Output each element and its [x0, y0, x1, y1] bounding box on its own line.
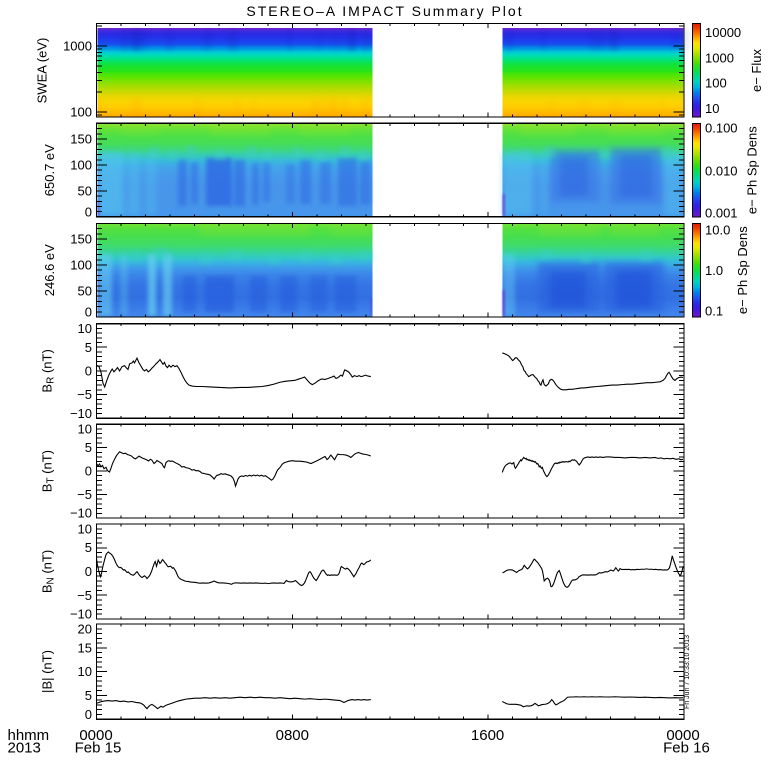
svg-text:0.001: 0.001 [705, 206, 738, 221]
svg-text:0.100: 0.100 [705, 121, 738, 136]
svg-text:10: 10 [705, 101, 719, 116]
svg-text:e− Ph Sp Dens: e− Ph Sp Dens [745, 126, 760, 214]
svg-text:e− Ph Sp Dens: e− Ph Sp Dens [735, 226, 750, 314]
svg-text:100: 100 [70, 105, 92, 120]
svg-text:−5: −5 [77, 387, 92, 402]
svg-text:−5: −5 [77, 487, 92, 502]
svg-text:0800: 0800 [276, 727, 309, 744]
svg-text:10: 10 [78, 521, 92, 536]
svg-text:1000: 1000 [63, 39, 92, 54]
svg-text:0: 0 [85, 564, 92, 579]
svg-text:100: 100 [70, 258, 92, 273]
svg-text:2013: 2013 [8, 740, 41, 757]
svg-text:0000: 0000 [79, 727, 112, 744]
svg-text:15: 15 [78, 640, 92, 655]
svg-text:20: 20 [78, 621, 92, 636]
svg-text:0000: 0000 [666, 727, 699, 744]
svg-text:0: 0 [85, 464, 92, 479]
svg-text:0: 0 [85, 205, 92, 220]
svg-text:0: 0 [85, 305, 92, 320]
svg-text:0.1: 0.1 [705, 304, 723, 319]
svg-text:10: 10 [78, 321, 92, 336]
svg-text:1.0: 1.0 [705, 263, 723, 278]
svg-text:650.7 eV: 650.7 eV [42, 144, 57, 196]
svg-text:5: 5 [85, 688, 92, 703]
svg-text:BN (nT): BN (nT) [40, 550, 57, 593]
svg-text:BT (nT): BT (nT) [40, 450, 57, 492]
svg-text:0: 0 [85, 363, 92, 378]
svg-text:50: 50 [78, 183, 92, 198]
svg-text:−10: −10 [70, 607, 92, 622]
svg-text:150: 150 [70, 232, 92, 247]
svg-text:100: 100 [705, 76, 727, 91]
svg-text:0.010: 0.010 [705, 163, 738, 178]
svg-text:Fri Jun 7 10:33:10 2013: Fri Jun 7 10:33:10 2013 [684, 635, 691, 709]
svg-text:Feb 15: Feb 15 [75, 740, 122, 757]
svg-text:−10: −10 [70, 406, 92, 421]
svg-text:10: 10 [78, 421, 92, 436]
svg-text:STEREO–A IMPACT Summary Plot: STEREO–A IMPACT Summary Plot [246, 3, 523, 19]
svg-text:1600: 1600 [471, 727, 504, 744]
svg-text:10.0: 10.0 [705, 223, 730, 238]
svg-text:1000: 1000 [705, 50, 734, 65]
svg-text:5: 5 [85, 440, 92, 455]
svg-text:hhmm: hhmm [8, 727, 50, 744]
svg-text:246.6 eV: 246.6 eV [42, 244, 57, 296]
svg-text:5: 5 [85, 540, 92, 555]
svg-text:150: 150 [70, 132, 92, 147]
svg-text:50: 50 [78, 284, 92, 299]
svg-text:0: 0 [85, 707, 92, 722]
svg-text:SWEA (eV): SWEA (eV) [35, 38, 50, 104]
svg-text:100: 100 [70, 158, 92, 173]
svg-text:BR (nT): BR (nT) [40, 349, 57, 392]
svg-text:e− Flux: e− Flux [749, 49, 764, 92]
svg-text:|B| (nT): |B| (nT) [40, 650, 55, 693]
svg-text:−5: −5 [77, 588, 92, 603]
svg-text:−10: −10 [70, 506, 92, 521]
svg-text:5: 5 [85, 340, 92, 355]
svg-text:10000: 10000 [705, 25, 741, 40]
svg-text:Feb 16: Feb 16 [663, 740, 710, 757]
svg-text:10: 10 [78, 664, 92, 679]
